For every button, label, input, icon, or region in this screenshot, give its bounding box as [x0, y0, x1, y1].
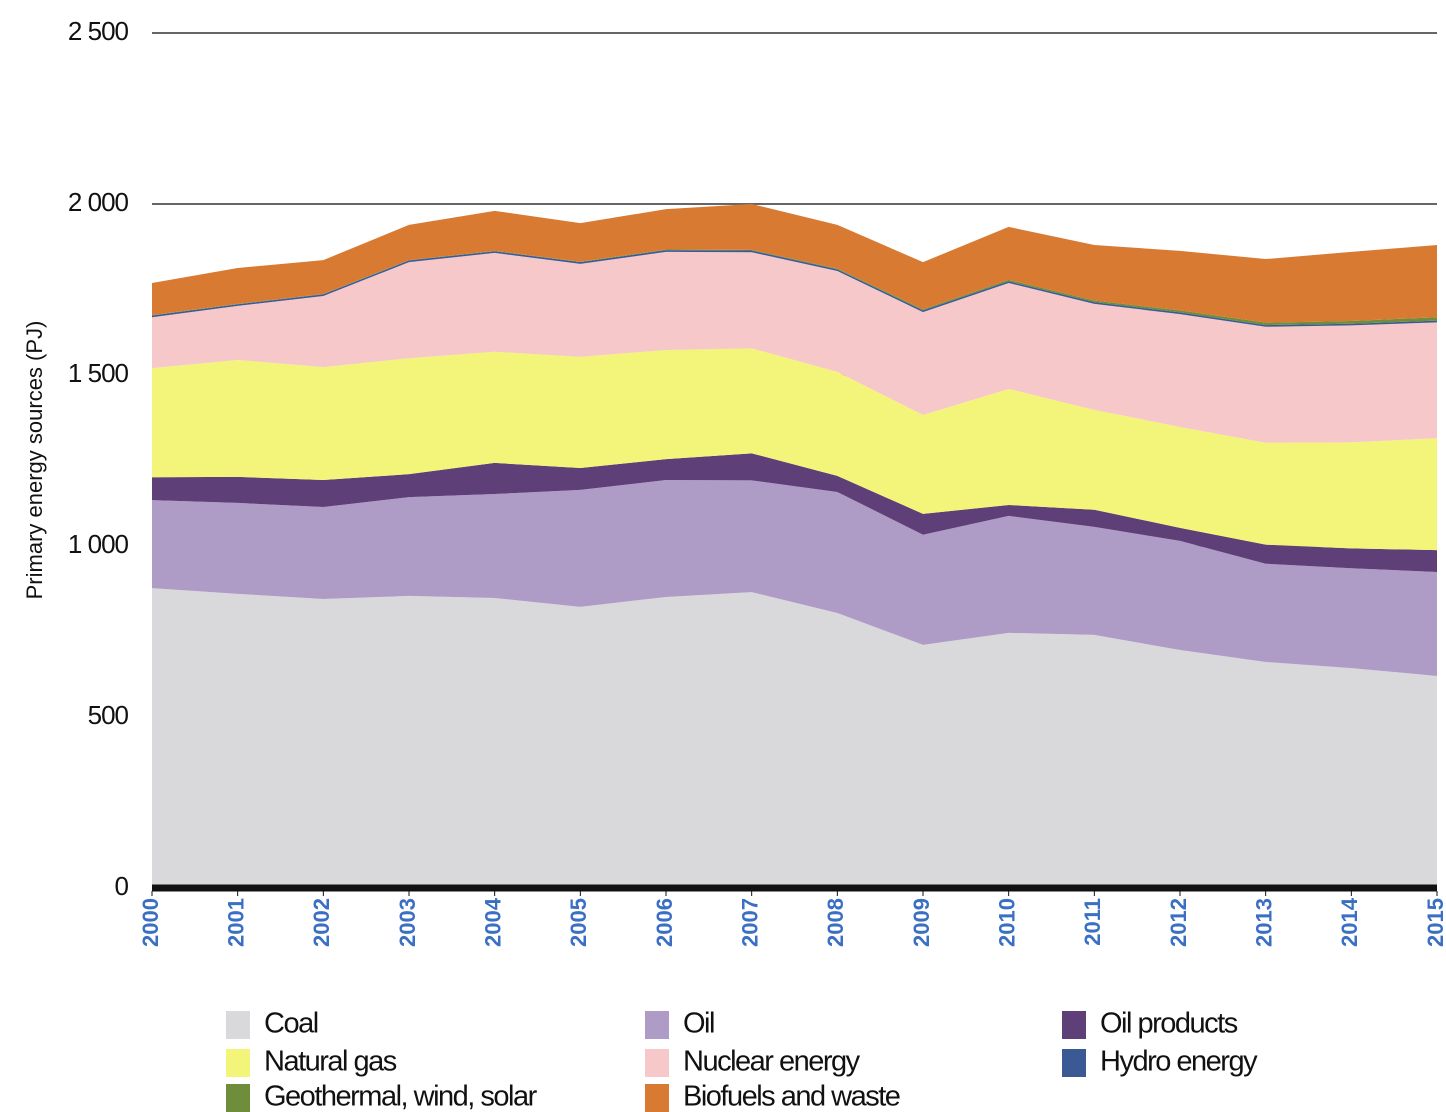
x-tick-label: 2015 [1423, 898, 1446, 947]
legend-label: Nuclear energy [683, 1046, 861, 1078]
legend-label: Oil [683, 1008, 714, 1040]
area [152, 588, 1437, 888]
legend-swatch [645, 1011, 669, 1039]
legend-swatch [226, 1011, 250, 1039]
y-tick-label: 0 [115, 871, 129, 901]
x-tick-label: 2006 [652, 898, 677, 947]
x-tick-label: 2008 [823, 898, 848, 947]
x-tick-label: 2012 [1166, 898, 1191, 947]
legend-swatch [226, 1084, 250, 1112]
x-tick-label: 2000 [138, 898, 163, 947]
x-tick-label: 2001 [223, 898, 248, 947]
legend-label: Coal [264, 1008, 318, 1040]
area [152, 348, 1437, 551]
area [152, 251, 1437, 443]
legend-label: Oil products [1100, 1008, 1238, 1040]
x-tick-label: 2003 [395, 898, 420, 947]
area [152, 204, 1437, 323]
x-tick-label: 2014 [1337, 897, 1362, 947]
y-tick-label: 1 000 [68, 529, 129, 559]
area [152, 479, 1437, 676]
legend-swatch [1062, 1011, 1086, 1039]
x-tick-label: 2004 [480, 897, 505, 947]
x-tick-label: 2005 [566, 898, 591, 947]
x-tick-label: 2009 [909, 898, 934, 947]
y-tick-label: 500 [88, 700, 129, 730]
x-tick-label: 2007 [737, 898, 762, 947]
legend-label: Geothermal, wind, solar [264, 1081, 538, 1112]
y-tick-label: 2 500 [68, 16, 129, 46]
legend-label: Natural gas [264, 1046, 397, 1078]
x-tick-label: 2013 [1251, 898, 1276, 947]
y-tick-label: 2 000 [68, 187, 129, 217]
legend-swatch [645, 1049, 669, 1077]
legend-label: Biofuels and waste [683, 1081, 900, 1112]
legend-swatch [226, 1049, 250, 1077]
y-tick-label: 1 500 [68, 358, 129, 388]
x-tick-label: 2010 [994, 898, 1019, 947]
legend-label: Hydro energy [1100, 1046, 1258, 1078]
area [152, 453, 1437, 572]
x-tick-label: 2011 [1080, 898, 1105, 946]
legend-swatch [645, 1084, 669, 1112]
legend-swatch [1062, 1049, 1086, 1077]
x-tick-label: 2002 [309, 898, 334, 947]
y-axis-label: Primary energy sources (PJ) [22, 321, 47, 600]
